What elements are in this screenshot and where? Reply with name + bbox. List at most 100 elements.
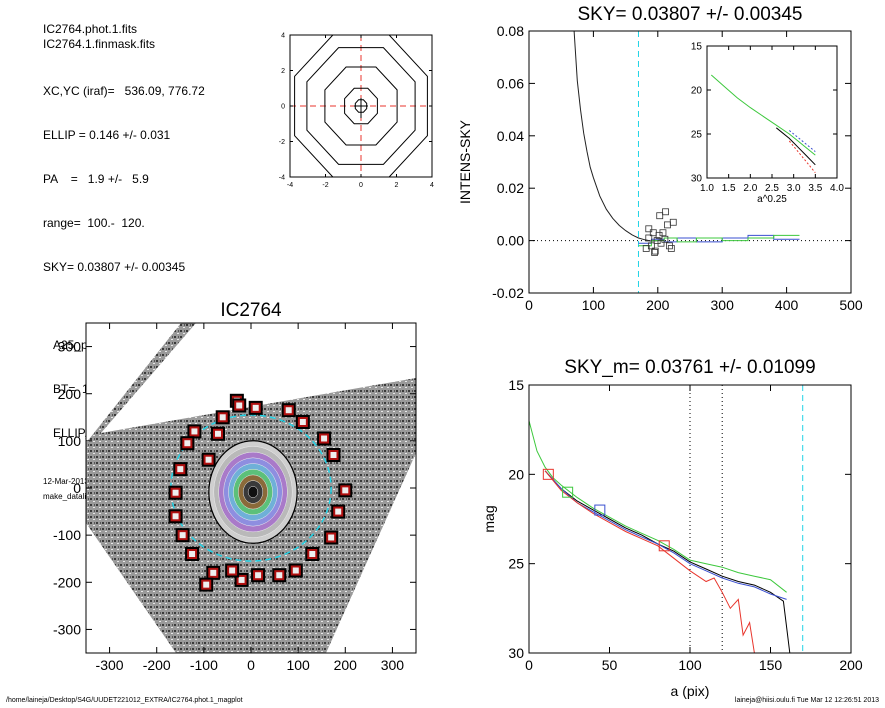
image-ytick-label: 0	[73, 480, 81, 496]
sky-box-center	[321, 435, 328, 442]
galaxy-isophote	[247, 486, 259, 498]
sky-ytick-label: 0.08	[497, 23, 524, 39]
sky-box-center	[215, 430, 221, 437]
mag-series-blue	[544, 470, 787, 600]
sky-xtick-label: 0	[525, 297, 533, 313]
inset-xtick-label: 1.0	[700, 183, 714, 194]
sky-square-point	[647, 242, 655, 250]
sky-box-center	[177, 466, 184, 473]
image-xtick-label: 300	[381, 657, 405, 673]
mag-square-point	[542, 468, 554, 480]
mag-xtick-label: 0	[525, 657, 533, 673]
sky-box-center	[236, 402, 243, 409]
contour-ytick-label: -2	[279, 139, 285, 146]
sky-box-center	[328, 534, 335, 541]
sky-square-point	[662, 208, 669, 216]
mag-ytick-label: 15	[508, 377, 524, 393]
sky-ytick-label: 0.00	[497, 233, 524, 249]
sky-box-center	[299, 419, 306, 425]
mag-ylabel: mag	[481, 505, 497, 532]
sky-box-center	[189, 551, 196, 557]
mag-square-point	[562, 486, 574, 498]
sky-box-center	[292, 567, 299, 574]
footer-user-date: laineja@hiisi.oulu.fi Tue Mar 12 12:26:5…	[734, 697, 879, 704]
inset-ytick-label: 20	[691, 86, 703, 97]
sky-ylabel: INTENS-SKY	[457, 119, 473, 204]
sky-square-point	[651, 248, 658, 256]
sky-box-center	[179, 532, 186, 539]
sky-box-center	[172, 513, 179, 520]
sky-xtick-label: 500	[839, 297, 863, 313]
mag-xtick-label: 100	[678, 657, 702, 673]
inset-xtick-label: 4.0	[830, 183, 844, 194]
contour-chart: -4 -2 0 2 4 -4 -2 0 2 4	[279, 33, 434, 189]
sky-square-point	[661, 235, 669, 243]
info-line: IC2764.phot.1.fits	[43, 22, 138, 36]
image-ytick-label: -200	[53, 574, 81, 590]
mag-ytick-label: 20	[508, 466, 524, 482]
info-line: XC,YC (iraf)= 536.09, 776.72	[43, 84, 205, 99]
image-xtick-label: 0	[247, 657, 255, 673]
image-ytick-label: -300	[53, 621, 81, 637]
image-xtick-label: 100	[286, 657, 310, 673]
image-ytick-label: 100	[58, 433, 82, 449]
contour-xtick-label: 0	[359, 182, 363, 189]
sky-box-center	[335, 508, 342, 515]
mag-chart: SKY_m= 0.03761 +/- 0.01099 a (pix) mag 0 50 1…	[481, 357, 863, 699]
sky-ytick-label: -0.02	[492, 285, 524, 301]
sky-xtick-label: 100	[582, 297, 606, 313]
galaxy-ellipse	[208, 440, 298, 544]
sky-box-center	[342, 487, 349, 494]
sky-chart: SKY= 0.03807 +/- 0.00345 INTENS-SKY 0 100 20…	[457, 4, 863, 313]
contour-xtick-label: -2	[322, 182, 328, 189]
mag-xlabel: a (pix)	[671, 683, 710, 699]
sky-square-point	[667, 245, 675, 252]
sky-square-point	[669, 218, 677, 226]
inset-xtick-label: 3.5	[808, 183, 822, 194]
inset-frame-bg	[706, 45, 838, 179]
inset-line-blue	[788, 130, 816, 152]
contour-ytick-label: 0	[281, 104, 285, 111]
image-xtick-label: 200	[334, 657, 358, 673]
inset-xtick-label: 1.5	[722, 183, 736, 194]
mag-title: SKY_m= 0.03761 +/- 0.01099	[564, 357, 815, 378]
sky-box-center	[238, 576, 245, 583]
sky-square-point	[645, 225, 653, 233]
sky-frame	[528, 30, 852, 294]
sky-square-point	[656, 212, 664, 220]
sky-box-center	[203, 581, 210, 588]
mag-ytick-label: 25	[508, 556, 524, 572]
sky-square-point	[651, 247, 659, 255]
mag-ytick-label: 30	[508, 645, 524, 661]
sky-ytick-label: 0.02	[497, 180, 524, 196]
image-ytick-label: 200	[58, 386, 82, 402]
image-blank-corner	[86, 323, 181, 443]
mag-xtick-label: 200	[839, 657, 863, 673]
sky-ytick-label: 0.06	[497, 75, 524, 91]
sky-box-center	[172, 489, 179, 496]
info-line: ELLIP = 0.146 +/- 0.031	[43, 128, 171, 143]
footer-path: /home/laineja/Desktop/S4G/UUDET221012_EX…	[6, 697, 243, 704]
sky-xtick-label: 200	[646, 297, 670, 313]
contour-xtick-label: 4	[430, 182, 434, 189]
sky-box-center	[309, 551, 316, 557]
contour-level	[324, 66, 398, 146]
sky-title: SKY= 0.03807 +/- 0.00345	[577, 4, 802, 25]
image-blank-corner	[406, 613, 416, 653]
inset-ytick-label: 30	[691, 174, 703, 185]
sky-xtick-label: 300	[711, 297, 735, 313]
sky-square-point	[657, 239, 665, 247]
contour-level	[294, 35, 428, 177]
mag-series-green	[529, 420, 787, 593]
mag-series-black	[544, 470, 791, 653]
contour-ytick-label: -4	[279, 175, 285, 182]
mag-square-point	[658, 540, 670, 552]
info-line: range= 100.- 120.	[43, 215, 145, 230]
info-line: SKY= 0.03807 +/- 0.00345	[43, 259, 186, 274]
sky-box-center	[285, 407, 292, 414]
sky-box-center	[191, 428, 198, 435]
contour-level	[354, 99, 368, 113]
image-title: IC2764	[220, 300, 282, 321]
mag-xtick-label: 50	[602, 657, 618, 673]
sky-square-point	[659, 229, 667, 237]
